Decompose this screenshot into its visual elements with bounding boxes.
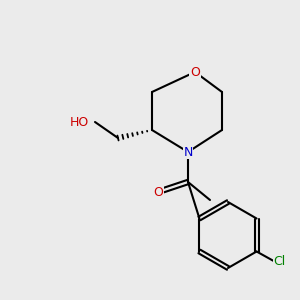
Text: O: O xyxy=(153,185,163,199)
Text: N: N xyxy=(183,146,193,158)
Text: HO: HO xyxy=(70,116,89,128)
Text: Cl: Cl xyxy=(274,255,286,268)
Text: O: O xyxy=(190,65,200,79)
